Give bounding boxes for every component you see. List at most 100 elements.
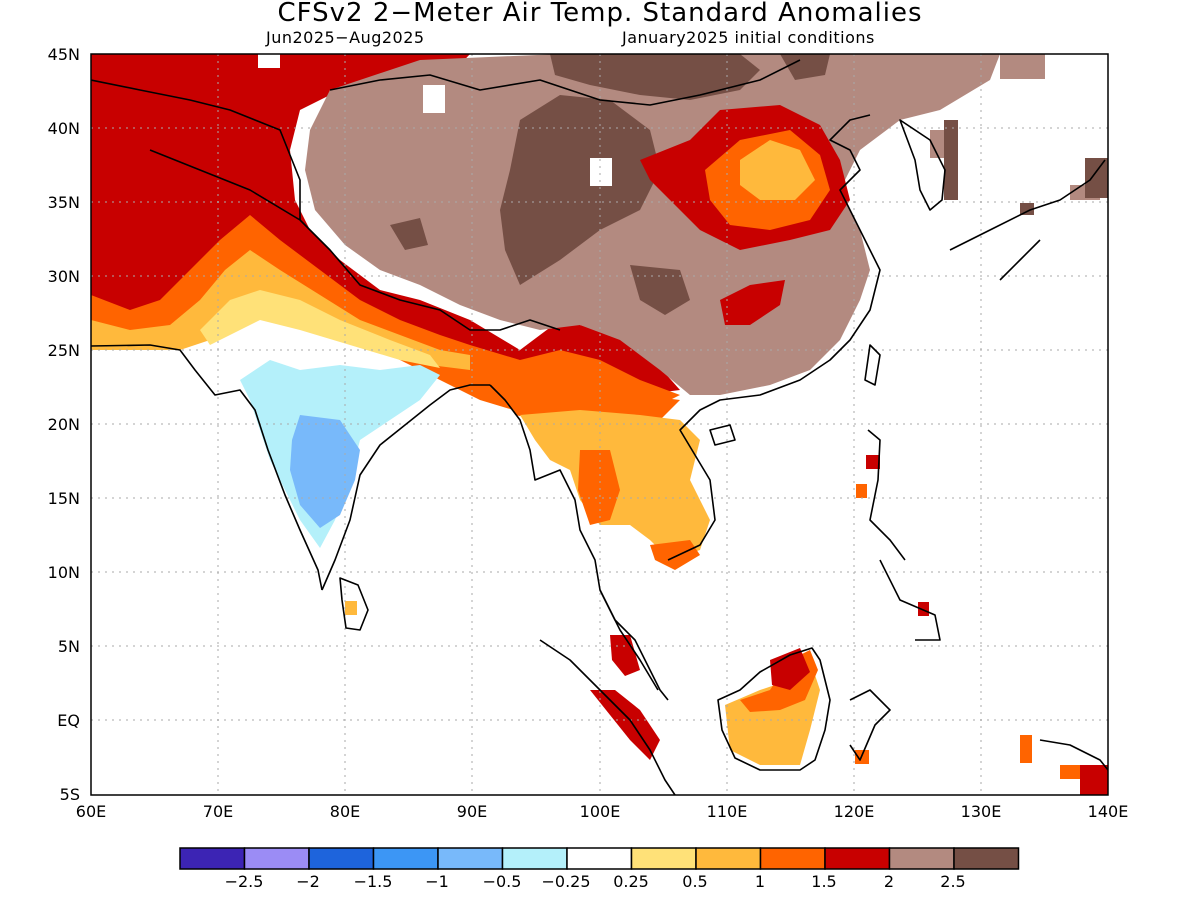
anomaly-region-darkbrown-4	[630, 265, 690, 315]
lat-label: 25N	[47, 341, 80, 360]
lat-label: 5S	[59, 785, 80, 804]
lat-label: 40N	[47, 119, 80, 138]
coastline-malay	[599, 589, 659, 691]
colorbar-label: 1	[754, 872, 766, 891]
anomaly-cell-papua-red	[1080, 765, 1108, 795]
lat-label: 30N	[47, 267, 80, 286]
anomaly-region-red-borneo	[770, 648, 810, 690]
colorbar-label: −1.5	[353, 872, 393, 891]
lon-label: 70E	[202, 802, 234, 821]
anomaly-cell-philippines-orange	[856, 484, 867, 498]
coastline-japan	[949, 159, 1106, 281]
coastline-sulawesi	[849, 689, 891, 761]
coastline-newguinea	[1039, 739, 1108, 771]
coastline-hainan	[709, 424, 736, 446]
colorbar	[179, 847, 1020, 870]
coastline-vietnam	[667, 114, 881, 561]
missing-data-cell	[590, 158, 612, 186]
colorbar-swatch	[179, 847, 246, 870]
lat-label: 45N	[47, 45, 80, 64]
colorbar-label: −0.25	[541, 872, 591, 891]
anomaly-region-red-southchina	[720, 280, 785, 325]
colorbar-label: 0.5	[682, 872, 708, 891]
anomaly-cell-mindanao-red	[918, 602, 929, 616]
lon-label: 60E	[75, 802, 107, 821]
lat-label: EQ	[57, 711, 80, 730]
anomaly-cell-srilanka-yellow	[345, 601, 357, 615]
colorbar-swatch	[372, 847, 439, 870]
coastline-luzon	[867, 429, 941, 641]
colorbar-swatch	[501, 847, 568, 870]
lon-label: 140E	[1087, 802, 1129, 821]
colorbar-swatch	[243, 847, 310, 870]
colorbar-label: −1	[425, 872, 449, 891]
anomaly-cell-philippines-red	[866, 455, 880, 469]
coastline-srilanka	[339, 577, 369, 631]
border-mongolia	[329, 59, 801, 106]
missing-data-cell	[258, 54, 280, 68]
anomaly-cell-honshu-darkbrown	[1020, 203, 1034, 215]
coastline-korea	[899, 119, 946, 211]
lat-label: 15N	[47, 489, 80, 508]
lon-label: 90E	[456, 802, 488, 821]
anomaly-region-pale-belt	[200, 290, 440, 368]
anomaly-region-orange-seasia	[510, 380, 680, 420]
missing-data-cell	[423, 85, 445, 113]
anomaly-region-yellow-northchina	[740, 140, 815, 200]
colorbar-swatch	[888, 847, 955, 870]
anomaly-region-darkbrown-5	[390, 218, 428, 250]
anomaly-fields	[91, 54, 1108, 795]
colorbar-swatch	[630, 847, 697, 870]
colorbar-label: −2	[296, 872, 320, 891]
anomaly-region-orange-cambodia	[650, 540, 700, 570]
valid-period-subtitle: Jun2025−Aug2025	[266, 28, 425, 47]
anomaly-region-red-malaysia	[610, 635, 640, 676]
anomaly-cell-korea-darkbrown	[944, 120, 958, 200]
anomaly-cell-moluccas-orange	[1020, 735, 1032, 763]
colorbar-swatch	[824, 847, 891, 870]
coastline-arabian-sea	[91, 344, 323, 591]
colorbar-swatch	[308, 847, 375, 870]
colorbar-label: 1.5	[811, 872, 837, 891]
colorbar-swatch	[953, 847, 1020, 870]
border-central-asia	[91, 79, 301, 221]
lat-label: 20N	[47, 415, 80, 434]
initial-conditions-subtitle: January2025 initial conditions	[622, 28, 875, 47]
anomaly-region-red-sumatra	[590, 690, 660, 760]
coastline-taiwan	[864, 344, 881, 386]
colorbar-swatch	[437, 847, 504, 870]
coastline-india-east	[321, 384, 490, 591]
anomaly-cell-korea-brown	[930, 130, 944, 158]
anomaly-cell-sakhalin-brown	[1000, 54, 1045, 79]
anomaly-region-red-nw	[91, 54, 680, 395]
anomaly-region-darkbrown-1	[500, 95, 660, 285]
coastlines	[91, 59, 1108, 795]
lat-label: 10N	[47, 563, 80, 582]
border-himalaya	[299, 219, 561, 331]
anomaly-region-orange-thai	[578, 450, 620, 525]
anomaly-region-darkbrown-3	[780, 54, 830, 80]
anomaly-region-blue-india	[290, 415, 360, 528]
lat-label: 35N	[47, 193, 80, 212]
anomaly-cell-papua-orange	[1060, 765, 1080, 779]
anomaly-region-darkbrown-2	[550, 54, 760, 100]
lon-label: 100E	[579, 802, 621, 821]
lon-label: 80E	[329, 802, 361, 821]
map-title: CFSv2 2−Meter Air Temp. Standard Anomali…	[277, 0, 923, 28]
coastline-myanmar-thai	[489, 384, 669, 701]
colorbar-label: −0.5	[482, 872, 522, 891]
colorbar-label: 2.5	[940, 872, 966, 891]
lon-label: 120E	[833, 802, 875, 821]
colorbar-swatch	[695, 847, 762, 870]
lat-label: 5N	[57, 637, 80, 656]
lon-label: 130E	[960, 802, 1002, 821]
colorbar-label: −2.5	[224, 872, 264, 891]
colorbar-label: 0.25	[613, 872, 649, 891]
colorbar-swatch	[566, 847, 633, 870]
coastline-borneo	[717, 647, 831, 771]
colorbar-label: 2	[883, 872, 895, 891]
anomaly-cell-japan-darkbrown	[1085, 158, 1108, 198]
map-frame	[90, 53, 1109, 796]
coastline-sumatra	[539, 639, 676, 795]
